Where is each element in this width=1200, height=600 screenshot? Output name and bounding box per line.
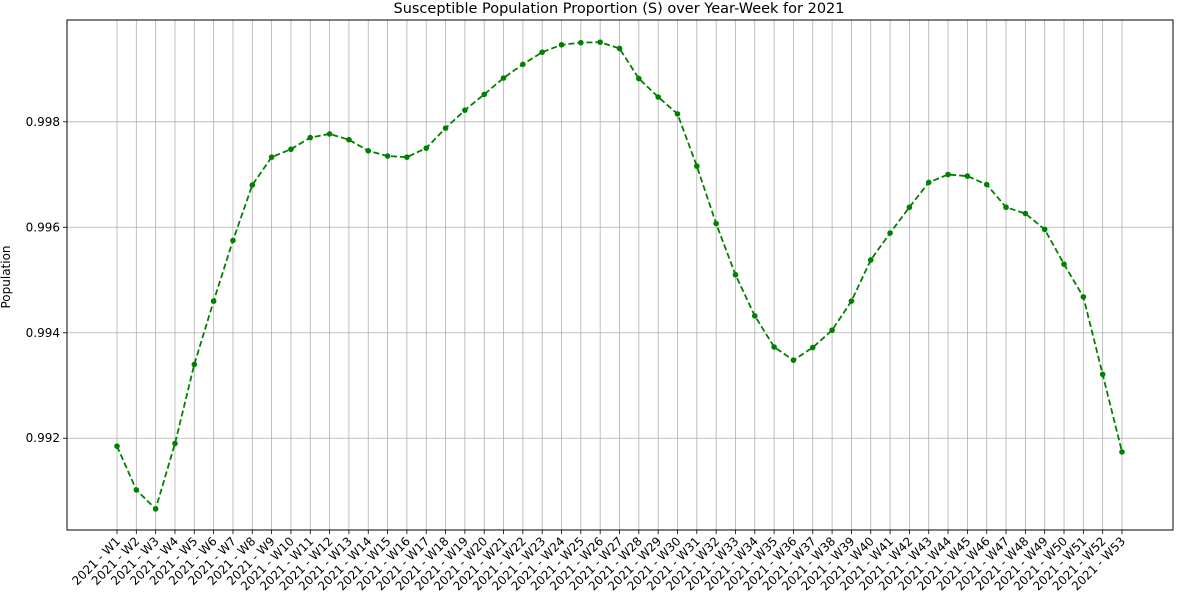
data-point: [481, 91, 488, 98]
data-point: [346, 136, 352, 143]
data-point: [809, 344, 816, 351]
y-tick-label: 0.996: [26, 220, 60, 234]
data-point: [674, 111, 681, 117]
y-axis-ticks: 0.992 0.994 0.996 0.998: [26, 115, 67, 445]
data-point: [462, 107, 468, 113]
data-point: [558, 41, 565, 48]
data-point: [1099, 371, 1106, 378]
data-point: [925, 179, 932, 186]
data-point: [114, 443, 120, 449]
data-point: [249, 182, 256, 188]
data-point: [288, 146, 294, 153]
data-point: [616, 45, 623, 52]
data-point: [578, 39, 584, 46]
data-point: [172, 440, 178, 447]
data-point: [906, 204, 913, 211]
data-point: [1080, 294, 1087, 300]
data-point: [133, 487, 140, 493]
data-point: [790, 357, 797, 363]
data-point: [404, 154, 410, 160]
data-point: [307, 134, 314, 141]
data-point: [365, 147, 372, 154]
data-point: [751, 313, 758, 319]
data-point: [694, 163, 700, 169]
data-point: [983, 181, 990, 188]
data-point: [384, 153, 391, 159]
grid: [67, 20, 1173, 530]
data-point: [1061, 261, 1067, 267]
data-point: [771, 344, 777, 350]
data-point: [230, 237, 236, 244]
data-point: [713, 220, 719, 227]
y-tick-label: 0.992: [26, 431, 60, 445]
y-tick-label: 0.998: [26, 115, 60, 129]
data-point: [326, 131, 333, 137]
data-point: [423, 145, 430, 151]
data-point: [210, 298, 217, 304]
data-point: [732, 271, 739, 278]
data-point: [152, 506, 159, 512]
data-point: [500, 75, 507, 81]
series-line: [116, 41, 1123, 511]
data-point: [1022, 210, 1029, 217]
data-point: [1041, 226, 1048, 233]
data-point: [597, 39, 603, 45]
data-point: [829, 327, 835, 333]
data-point: [539, 49, 545, 55]
data-point: [520, 61, 526, 68]
data-point: [191, 361, 198, 368]
y-axis-label: Population: [0, 245, 13, 308]
series-line-path: [116, 41, 1123, 511]
data-point: [636, 75, 642, 82]
data-point: [1003, 204, 1009, 211]
data-point: [442, 125, 449, 131]
plot-area-frame: [66, 19, 1174, 531]
chart-title: Susceptible Population Proportion (S) ov…: [393, 1, 844, 17]
data-point: [848, 298, 855, 304]
data-point: [964, 173, 971, 179]
data-points: [114, 39, 1125, 512]
data-point: [887, 230, 893, 236]
data-point: [1119, 449, 1125, 455]
y-tick-label: 0.994: [26, 326, 60, 340]
data-point: [268, 154, 275, 160]
data-point: [655, 94, 661, 100]
data-point: [945, 171, 951, 178]
data-point: [867, 257, 874, 263]
